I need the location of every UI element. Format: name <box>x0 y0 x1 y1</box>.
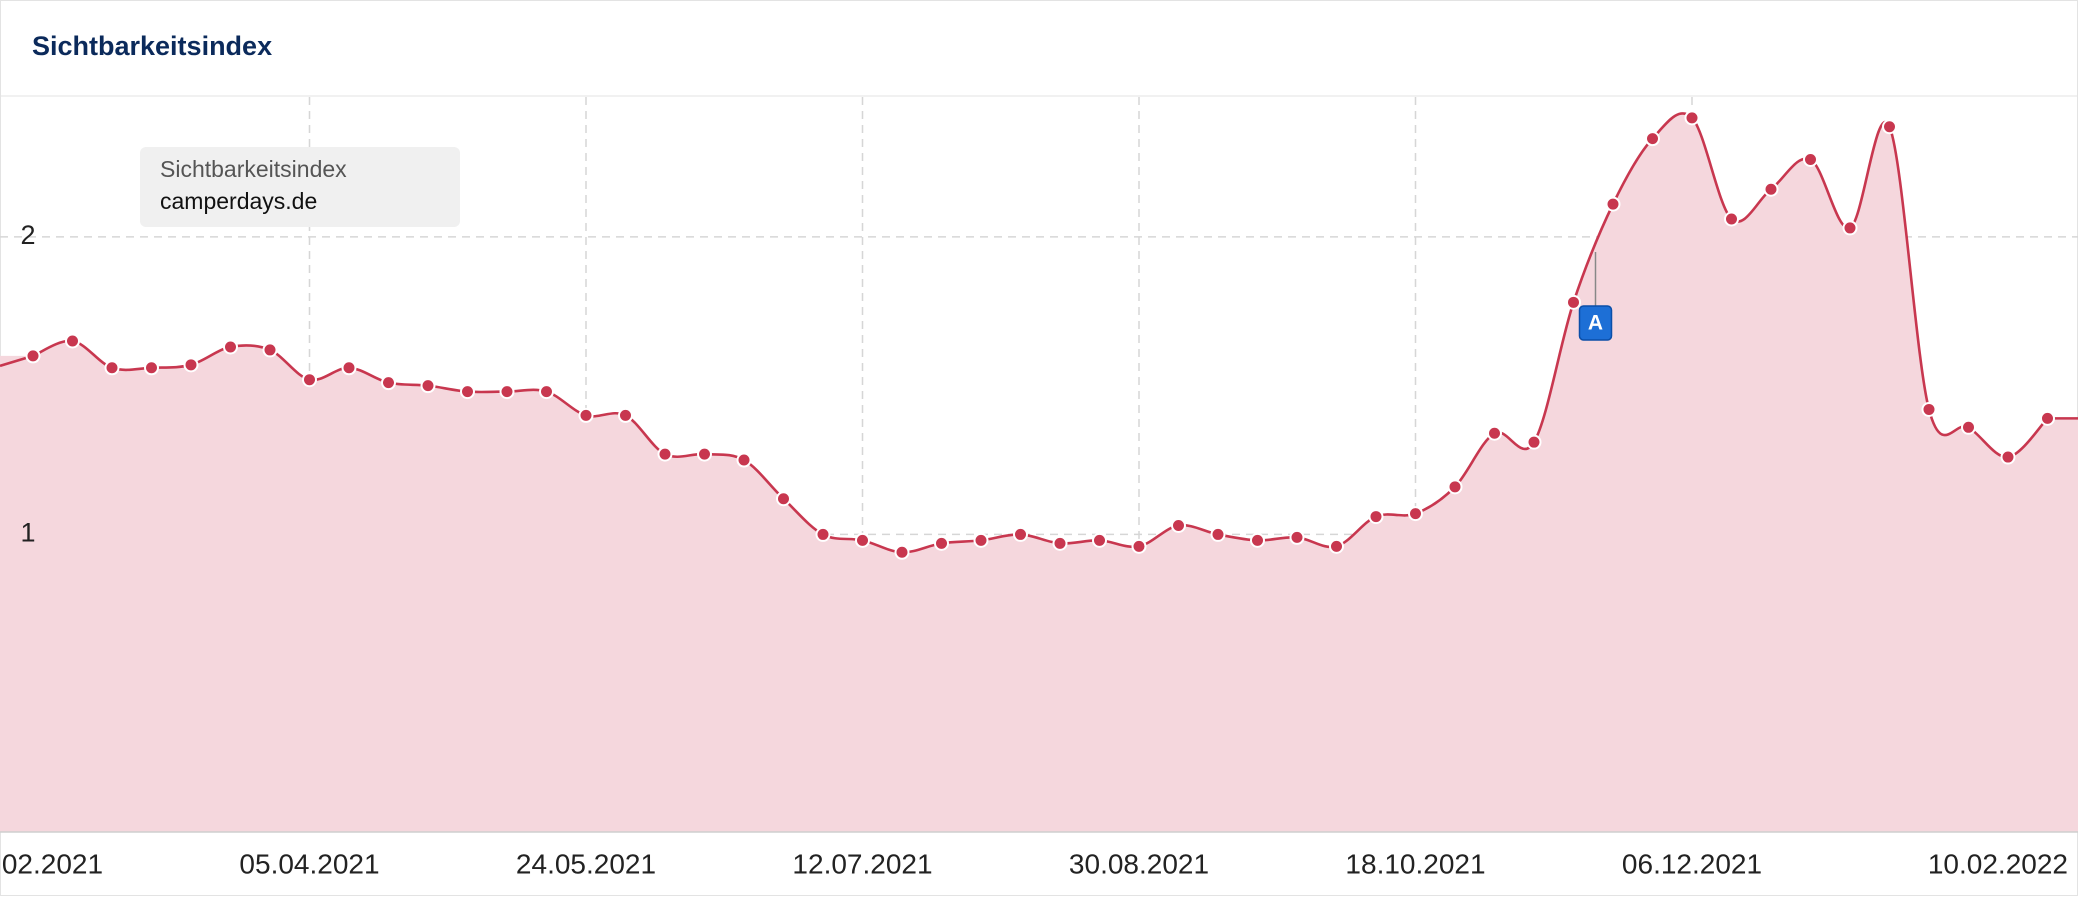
point <box>65 333 80 349</box>
point <box>183 357 199 373</box>
point <box>1487 425 1502 441</box>
point <box>578 407 594 423</box>
point <box>776 491 791 507</box>
point <box>1289 529 1305 545</box>
legend-entry: camperdays.de <box>160 188 317 214</box>
point <box>1645 131 1660 147</box>
point <box>1842 220 1858 236</box>
point <box>1526 434 1542 450</box>
point <box>381 375 396 391</box>
point <box>302 372 317 388</box>
x-tick-label: 30.08.2021 <box>1069 848 1209 879</box>
point <box>1684 110 1700 126</box>
point <box>1052 535 1068 551</box>
point <box>2000 449 2016 465</box>
point <box>262 342 278 358</box>
point <box>855 532 870 548</box>
point <box>223 339 238 355</box>
point <box>934 535 949 551</box>
point <box>1368 509 1384 525</box>
point <box>25 348 41 364</box>
point <box>1013 526 1028 542</box>
point <box>1329 538 1344 554</box>
point <box>1566 294 1581 310</box>
point <box>1250 532 1265 548</box>
point <box>1447 479 1463 495</box>
point <box>697 446 712 462</box>
point <box>1961 419 1976 435</box>
point <box>341 360 357 376</box>
x-tick-label: 24.05.2021 <box>516 848 656 879</box>
point <box>618 407 633 423</box>
x-tick-label: 05.04.2021 <box>239 848 379 879</box>
point <box>460 384 475 400</box>
point <box>894 544 910 560</box>
x-tick-label: 15.02.2021 <box>0 848 103 879</box>
point <box>1131 538 1147 554</box>
point <box>104 360 120 376</box>
legend-title: Sichtbarkeitsindex <box>160 156 347 182</box>
annotation-label: A <box>1588 312 1603 335</box>
point <box>1803 151 1818 167</box>
point <box>657 446 673 462</box>
legend-box <box>140 147 460 227</box>
point <box>1092 532 1107 548</box>
x-tick-label: 18.10.2021 <box>1345 848 1485 879</box>
plot: 1 2 15.02.2021 05.04.2021 24.05.2021 12.07.20… <box>0 97 2078 879</box>
x-tick-label: 10.02.2022 <box>1928 848 2068 879</box>
y-tick-label: 2 <box>20 220 35 250</box>
point <box>1882 119 1897 135</box>
point <box>973 532 989 548</box>
point <box>736 452 752 468</box>
point <box>420 378 436 394</box>
point <box>499 384 515 400</box>
point <box>1171 518 1186 534</box>
legend: Sichtbarkeitsindex camperdays.de <box>140 147 460 227</box>
point <box>144 360 159 376</box>
x-tick-label: 06.12.2021 <box>1622 848 1762 879</box>
chart-title: Sichtbarkeitsindex <box>32 31 272 61</box>
y-tick-label: 1 <box>20 518 35 548</box>
x-tick-label: 12.07.2021 <box>792 848 932 879</box>
point <box>1605 196 1621 212</box>
point <box>1724 211 1739 227</box>
point <box>815 526 831 542</box>
area <box>0 113 2078 833</box>
point <box>1763 181 1779 197</box>
point <box>1921 401 1937 417</box>
point <box>1210 526 1226 542</box>
annotation-badge <box>1578 305 1613 341</box>
point <box>2040 410 2055 426</box>
point <box>539 384 554 400</box>
point <box>1408 506 1423 522</box>
